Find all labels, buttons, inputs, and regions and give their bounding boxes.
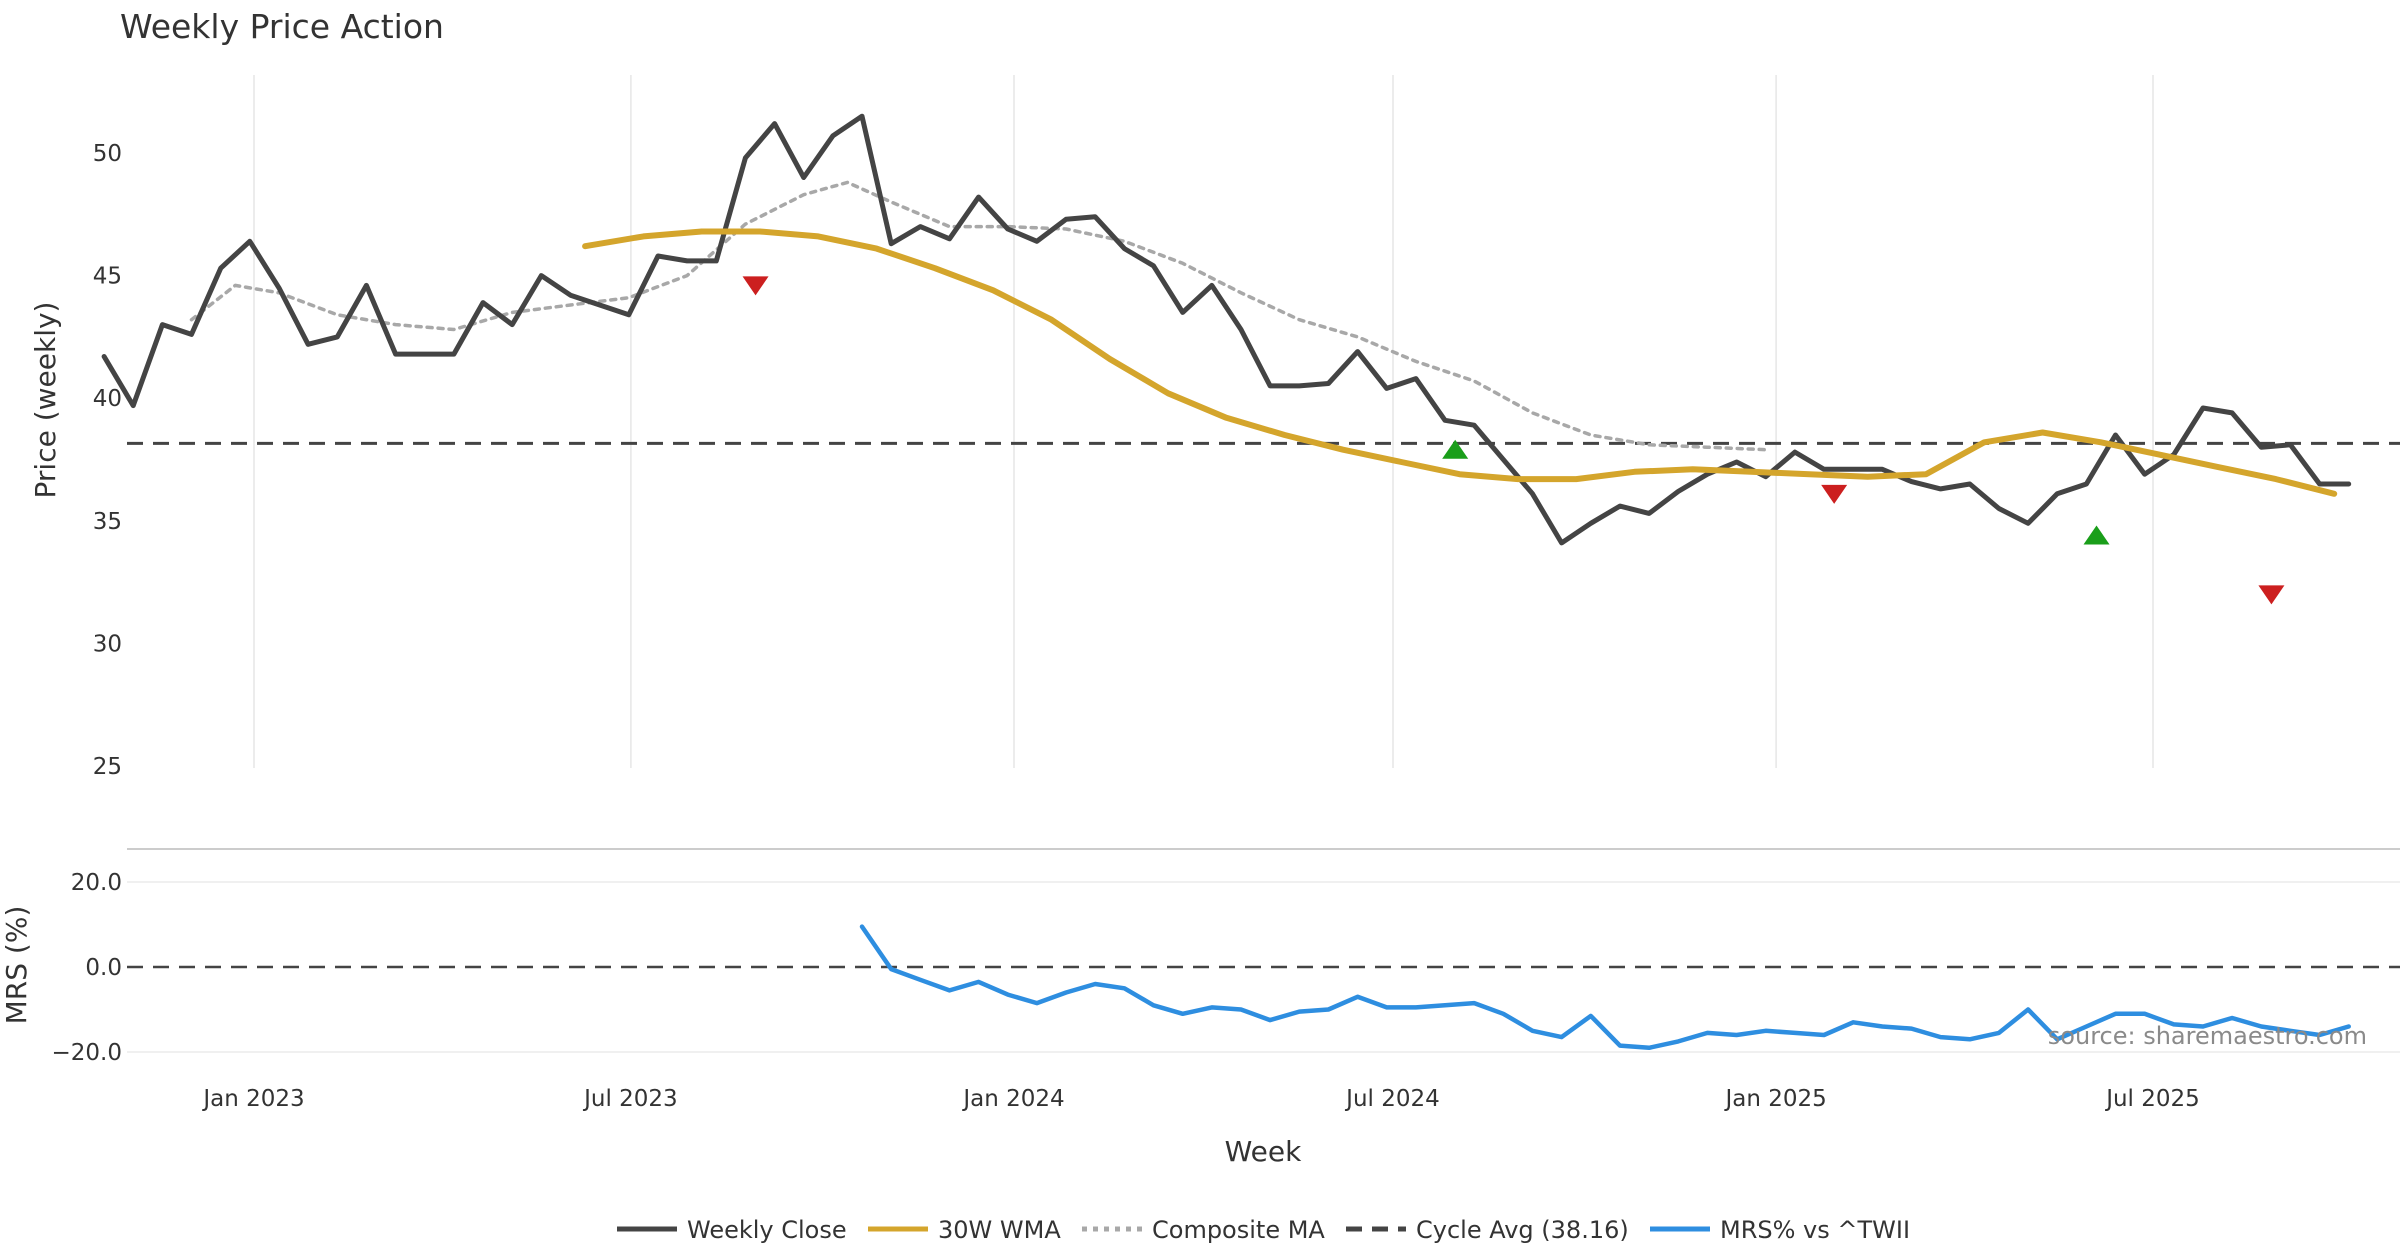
source-note: source: sharemaestro.com: [2048, 1022, 2367, 1050]
legend-label: Weekly Close: [687, 1216, 847, 1244]
mrs-tick-label: 20.0: [71, 870, 122, 896]
sell-signal-marker: [742, 276, 769, 296]
legend-label: Cycle Avg (38.16): [1416, 1216, 1629, 1244]
x-axis-title: Week: [1225, 1135, 1302, 1168]
price-axis-title: Price (weekly): [29, 302, 62, 499]
x-tick-label: Jul 2024: [1344, 1086, 1440, 1112]
legend-label: 30W WMA: [938, 1216, 1061, 1244]
buy-signal-marker: [1442, 439, 1469, 459]
weekly-close-line: [101, 113, 2352, 546]
buy-signal-marker: [2083, 525, 2110, 545]
composite-ma-line: [189, 180, 1768, 452]
price-tick-label: 25: [93, 754, 122, 780]
x-tick-label: Jan 2023: [201, 1086, 304, 1112]
axes: Jan 2023 Jul 2023 Jan 2024 Jul 2024 Jan 2025…: [52, 141, 2200, 1112]
series: [101, 113, 2352, 1051]
price-tick-label: 40: [93, 386, 122, 412]
signals: [742, 276, 2285, 605]
x-tick-label: Jul 2025: [2104, 1086, 2200, 1112]
mrs-line: [859, 924, 2351, 1051]
price-tick-label: 35: [93, 509, 122, 535]
price-tick-label: 50: [93, 141, 122, 167]
sell-signal-marker: [2258, 585, 2285, 605]
mrs-axis-title: MRS (%): [0, 906, 33, 1025]
legend: Weekly Close 30W WMA Composite MA Cycle Avg…: [617, 1216, 1910, 1244]
sell-signal-marker: [1821, 484, 1848, 504]
x-tick-label: Jan 2024: [961, 1086, 1064, 1112]
reference-lines: [127, 441, 2400, 969]
price-tick-label: 30: [93, 631, 122, 657]
price-tick-label: 45: [93, 264, 122, 290]
chart-title: Weekly Price Action: [120, 7, 444, 46]
wma-30w-line: [582, 228, 2338, 497]
legend-label: MRS% vs ^TWII: [1720, 1216, 1910, 1244]
grid: [127, 75, 2400, 1053]
mrs-tick-label: −20.0: [52, 1040, 122, 1066]
x-tick-label: Jul 2023: [582, 1086, 678, 1112]
x-tick-label: Jan 2025: [1723, 1086, 1826, 1112]
legend-label: Composite MA: [1152, 1216, 1325, 1244]
mrs-tick-label: 0.0: [85, 955, 122, 981]
